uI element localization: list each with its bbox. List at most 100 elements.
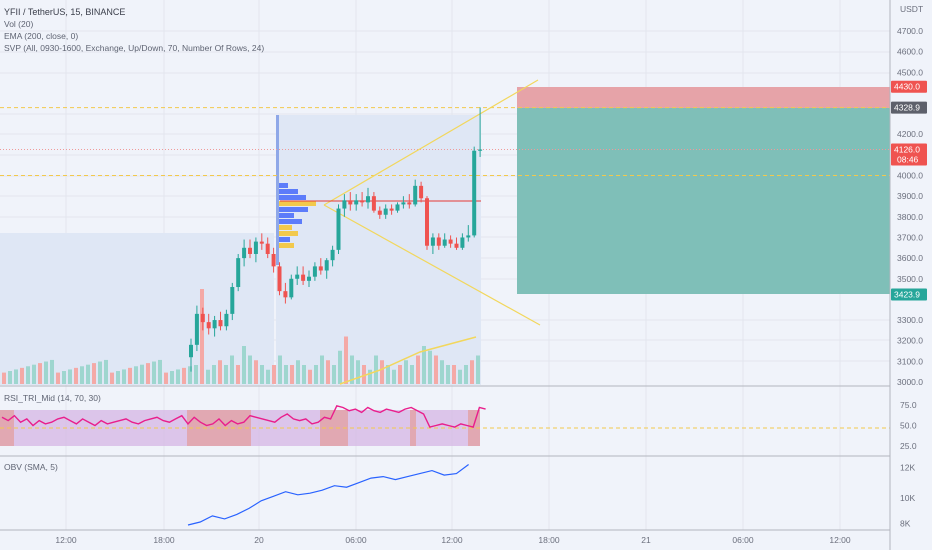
candle-body [354, 200, 359, 205]
volume-bar [332, 365, 336, 384]
price-tick-label: 4000.0 [897, 171, 923, 181]
candle-body [383, 208, 388, 215]
obv-ticks: 12K 10K 8K [900, 463, 915, 529]
time-ticks: 12:00 18:00 20 06:00 12:00 18:00 21 06:00 12:00 [55, 535, 851, 545]
candle-body [330, 249, 335, 261]
volume-bar [434, 355, 438, 384]
candle-body [295, 274, 300, 279]
price-tag-label: 4430.0 [894, 82, 920, 92]
price-tag-label: 4328.9 [894, 103, 920, 113]
volume-bar [416, 355, 420, 384]
volume-bar [350, 355, 354, 384]
volume-bar [224, 365, 228, 384]
volume-bar [458, 369, 462, 384]
volume-bar [440, 360, 444, 384]
candle-body [312, 266, 317, 277]
volume-bar [74, 367, 78, 384]
volume-bar [344, 336, 348, 384]
volume-bar [146, 363, 150, 384]
candle-body [200, 313, 205, 323]
volume-bar [68, 369, 72, 384]
volume-bar [62, 371, 66, 384]
profile-row [276, 201, 316, 206]
price-tag [891, 288, 927, 301]
price-tag-label: 3423.9 [894, 289, 920, 299]
time-tick-label: 06:00 [345, 535, 367, 545]
price-tick-label: 3900.0 [897, 191, 923, 201]
indicator-ema[interactable]: EMA (200, close, 0) [4, 31, 78, 41]
stop-zone[interactable] [517, 87, 890, 108]
candle-body [436, 237, 441, 246]
profile-row [276, 115, 279, 265]
candle-body [395, 204, 400, 211]
symbol-title[interactable]: YFII / TetherUS, 15, BINANCE [4, 7, 125, 17]
candle-body [271, 253, 276, 267]
candle-body [253, 241, 258, 254]
profile-row [276, 213, 294, 218]
volume-bar [302, 365, 306, 384]
price-tag [891, 101, 927, 114]
target-zone[interactable] [517, 108, 890, 294]
candle-body [242, 247, 247, 259]
candle-body [348, 200, 353, 205]
channel-lower-line[interactable] [323, 204, 541, 326]
candle-body [430, 237, 435, 246]
candle-body [189, 344, 193, 358]
volume-profile-area-right [276, 115, 481, 385]
obv-tick-label: 12K [900, 463, 915, 473]
profile-row [276, 195, 306, 200]
volume-bar [362, 365, 366, 384]
price-tick-label: 3500.0 [897, 274, 923, 284]
volume-bar [392, 369, 396, 384]
profile-row [276, 207, 308, 212]
volume-bar [230, 355, 234, 384]
volume-bar [86, 364, 90, 384]
volume-bar [212, 365, 216, 384]
candle-body [324, 260, 329, 271]
volume-bar [14, 369, 18, 384]
candle-body [371, 196, 376, 211]
price-tick-label: 3200.0 [897, 336, 923, 346]
volume-bar [464, 365, 468, 384]
price-ticks: 4700.0 4600.0 4500.0 4200.0 4000.0 3900.0 3800… [897, 26, 923, 387]
profile-row [276, 219, 302, 224]
indicator-svp[interactable]: SVP (All, 0930-1600, Exchange, Up/Down, … [4, 43, 264, 53]
time-tick-label: 12:00 [441, 535, 463, 545]
volume-bar [428, 350, 432, 384]
volume-bar [386, 365, 390, 384]
volume-bar [206, 369, 210, 384]
volume-bar [374, 355, 378, 384]
candle-body [248, 247, 252, 254]
volume-bar [272, 365, 276, 384]
price-tag-label: 4126.0 [894, 145, 920, 155]
volume-bar [44, 361, 48, 384]
volume-bar [248, 355, 252, 384]
volume-bar [140, 364, 144, 384]
volume-bar [182, 367, 186, 384]
time-tick-label: 12:00 [829, 535, 851, 545]
price-tick-label: 3600.0 [897, 253, 923, 263]
volume-bar [170, 371, 174, 384]
time-tick-label: 20 [254, 535, 264, 545]
volume-bar [476, 355, 480, 384]
candle-body [301, 274, 306, 281]
volume-bar [128, 367, 132, 384]
volume-bar [122, 369, 126, 384]
volume-bar [326, 360, 330, 384]
volume-bar [254, 360, 258, 384]
price-tag-countdown: 08:46 [897, 155, 919, 165]
channel-upper-line[interactable] [323, 79, 539, 206]
time-tick-label: 12:00 [55, 535, 77, 545]
ema-line [339, 336, 477, 385]
profile-row [276, 243, 294, 248]
volume-profile [276, 115, 316, 265]
volume-bar [2, 372, 6, 384]
price-tick-label: 3000.0 [897, 377, 923, 387]
volume-bar [98, 361, 102, 384]
candle-body [289, 278, 294, 298]
candle-body [401, 202, 406, 205]
volume-profile-area-left [0, 233, 274, 385]
volume-bar [176, 369, 180, 384]
indicator-vol[interactable]: Vol (20) [4, 19, 33, 29]
